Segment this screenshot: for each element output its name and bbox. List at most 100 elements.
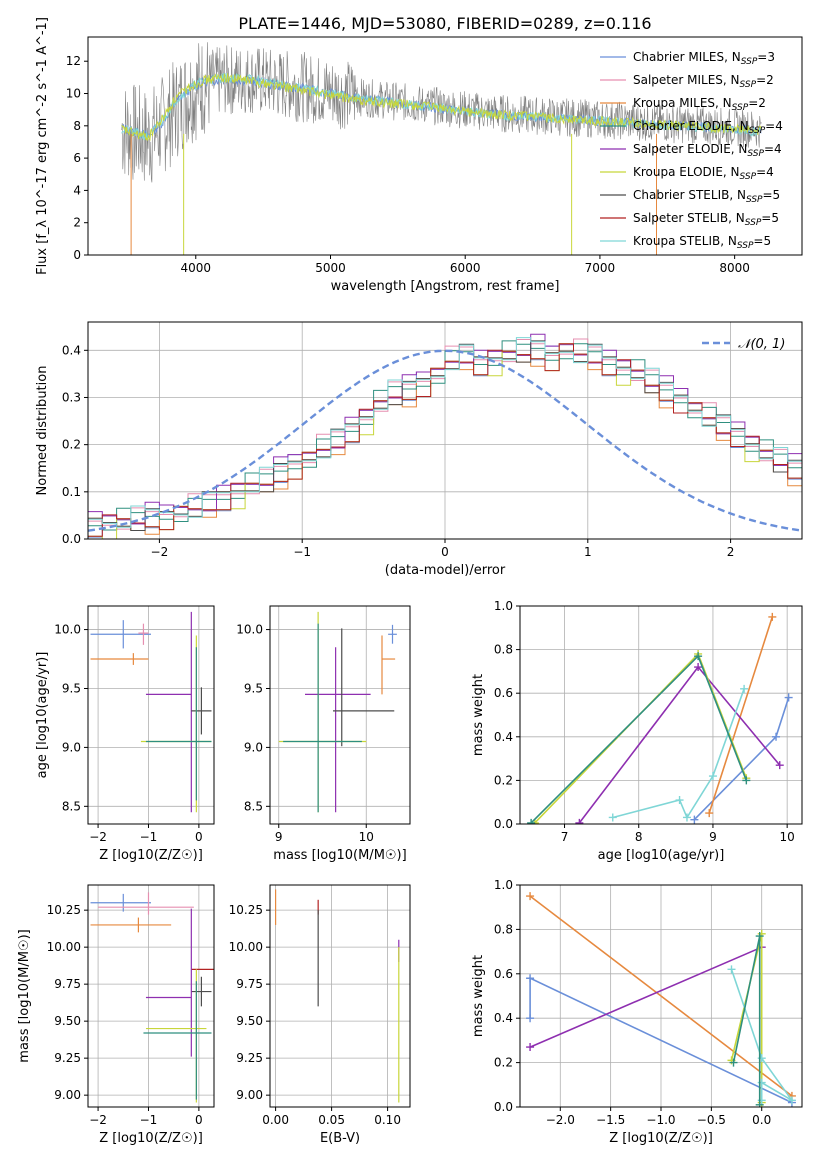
errorbar-point <box>283 623 362 813</box>
y-tick-label: 2 <box>73 216 81 230</box>
spectrum-frame <box>87 36 803 256</box>
spectrum-xlabel: wavelength [Angstrom, rest frame] <box>331 279 560 294</box>
x-tick-label: −0.5 <box>697 1113 726 1127</box>
age_vs_Z-panel: −2 −1 0 8.5 9.0 9.5 10.0 Z [log10(Z/Z☉)] age [lo… <box>35 605 215 863</box>
normal-curve <box>88 349 802 532</box>
legend-label: Kroupa STELIB, NSSP=5 <box>633 234 771 251</box>
legend-label: Kroupa ELODIE, NSSP=4 <box>633 165 774 182</box>
y-tick-label: 10.25 <box>229 903 263 917</box>
x-tick-label: 4000 <box>181 261 212 275</box>
y-tick-label: 10.0 <box>236 623 263 637</box>
age_vs_Z-plot-area <box>90 611 212 813</box>
age_vs_mass-plot-area <box>278 611 397 813</box>
errorbar-point <box>143 981 212 1100</box>
x-tick-label: 8 <box>635 830 643 844</box>
y-tick-label: 8.5 <box>244 799 263 813</box>
errorbar-point <box>333 628 395 747</box>
x-tick-label: −1 <box>140 830 158 844</box>
spectrum-plot-area <box>121 42 762 255</box>
spectrum-ylabel: Flux [f_λ 10^-17 erg cm^-2 s^-1 A^-1] <box>35 17 50 275</box>
y-tick-label: 1.0 <box>494 878 513 892</box>
y-tick-label: 0.4 <box>62 343 81 357</box>
y-tick-label: 0.2 <box>62 438 81 452</box>
age_vs_mass-xlabel: mass [log10(M/M☉)] <box>273 848 406 863</box>
residuals-ylabel: Normed distribution <box>35 366 50 496</box>
age_vs_mass-panel: 9 10 8.5 9.0 9.5 10.0 mass [log10(M/M☉)] <box>236 605 411 863</box>
x-tick-label: 1 <box>584 545 592 559</box>
mass-weight-marker <box>787 1096 796 1105</box>
y-tick-label: 0.4 <box>494 730 513 744</box>
x-tick-label: 0 <box>195 830 203 844</box>
x-tick-label: −1 <box>140 1113 158 1127</box>
y-tick-label: 10.00 <box>47 940 81 954</box>
errorbar-point <box>305 647 371 813</box>
y-tick-label: 9.50 <box>54 1014 81 1028</box>
legend-label: Chabrier STELIB, NSSP=5 <box>633 188 780 205</box>
x-tick-label: −2 <box>151 545 169 559</box>
y-tick-label: 0.6 <box>494 686 513 700</box>
mass-weight-marker <box>768 612 777 621</box>
mass-weight-line-4 <box>529 946 763 1048</box>
age_vs_Z-frame <box>87 605 215 825</box>
y-tick-label: 4 <box>73 183 81 197</box>
y-tick-label: 9.50 <box>236 1014 263 1028</box>
massweight_vs_Z-ylabel: mass weight <box>471 955 486 1037</box>
mass-weight-marker <box>705 809 714 818</box>
errorbar-point <box>388 624 397 644</box>
y-tick-label: 9.0 <box>244 740 263 754</box>
y-tick-label: 0.2 <box>494 773 513 787</box>
mass_vs_ebv-ticks: 0.00 0.05 0.10 9.00 9.25 9.50 9.75 10.00 10.25 <box>229 903 401 1127</box>
y-tick-label: 9.0 <box>62 740 81 754</box>
massweight_vs_Z-xlabel: Z [log10(Z/Z☉)] <box>609 1131 713 1146</box>
age_vs_Z-xlabel: Z [log10(Z/Z☉)] <box>99 848 203 863</box>
mass-weight-marker <box>755 932 764 941</box>
x-tick-label: 0.10 <box>374 1113 401 1127</box>
x-tick-label: 0.00 <box>262 1113 289 1127</box>
mass_vs_Z-ticks: −2 −1 0 9.00 9.25 9.50 9.75 10.00 10.25 <box>47 903 203 1127</box>
residual-histogram-6 <box>88 340 802 531</box>
x-tick-label: 9 <box>709 830 717 844</box>
y-tick-label: 0.1 <box>62 485 81 499</box>
errorbar-point <box>90 653 149 665</box>
residuals-xlabel: (data-model)/error <box>385 563 506 578</box>
y-tick-label: 9.25 <box>236 1051 263 1065</box>
y-tick-label: 8.5 <box>62 799 81 813</box>
x-tick-label: 7 <box>561 830 569 844</box>
mass-weight-marker <box>694 663 703 672</box>
figure-title: PLATE=1446, MJD=53080, FIBERID=0289, z=0… <box>238 14 651 33</box>
y-tick-label: 9.00 <box>54 1088 81 1102</box>
x-tick-label: 0 <box>441 545 449 559</box>
y-tick-label: 9.75 <box>54 977 81 991</box>
x-tick-label: 6000 <box>450 261 481 275</box>
mass-weight-marker <box>526 892 535 901</box>
y-tick-label: 9.5 <box>62 681 81 695</box>
errorbar-point <box>145 969 207 1103</box>
mass-weight-marker <box>742 776 751 785</box>
y-tick-label: 0.2 <box>494 1056 513 1070</box>
x-tick-label: 8000 <box>719 261 750 275</box>
y-tick-label: 10.25 <box>47 903 81 917</box>
x-tick-label: 10 <box>780 830 795 844</box>
mass-weight-marker <box>727 965 736 974</box>
mass-weight-marker <box>690 815 699 824</box>
mass-weight-marker <box>526 1014 535 1023</box>
mass_vs_ebv-frame <box>269 884 411 1108</box>
mass-weight-marker <box>682 813 691 822</box>
mass_vs_Z-panel: −2 −1 0 9.00 9.25 9.50 9.75 10.00 10.25 Z [log10(… <box>17 884 215 1146</box>
residual-histogram-3 <box>88 340 802 531</box>
mass-weight-line-2 <box>529 895 793 1097</box>
y-tick-label: 8 <box>73 119 81 133</box>
massweight_vs_age-plot-area <box>527 612 793 824</box>
y-tick-label: 0.0 <box>494 1100 513 1114</box>
x-tick-label: 0.05 <box>318 1113 345 1127</box>
massweight_vs_age-frame <box>519 605 803 825</box>
y-tick-label: 12 <box>66 54 81 68</box>
y-tick-label: 9.5 <box>244 681 263 695</box>
mass-weight-marker <box>772 732 781 741</box>
y-tick-label: 0.6 <box>494 967 513 981</box>
mass_vs_Z-plot-area <box>90 892 214 1103</box>
normal-legend-label: 𝒩(0, 1) <box>738 337 785 352</box>
legend-label: Salpeter MILES, NSSP=2 <box>633 73 774 90</box>
age_vs_Z-ylabel: age [log10(age/yr)] <box>35 652 50 779</box>
model-spectrum-5 <box>121 73 762 142</box>
